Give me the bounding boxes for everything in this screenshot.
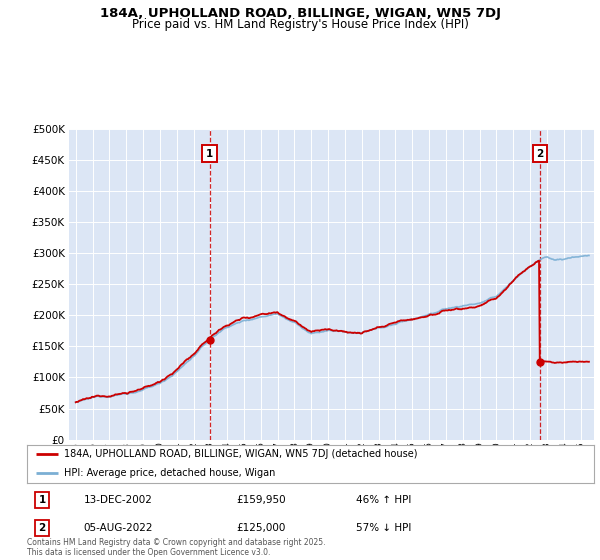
Text: 05-AUG-2022: 05-AUG-2022 [84,523,153,533]
Text: £125,000: £125,000 [237,523,286,533]
Text: 13-DEC-2002: 13-DEC-2002 [84,495,152,505]
Text: 1: 1 [38,495,46,505]
Text: 184A, UPHOLLAND ROAD, BILLINGE, WIGAN, WN5 7DJ: 184A, UPHOLLAND ROAD, BILLINGE, WIGAN, W… [100,7,500,20]
Text: Contains HM Land Registry data © Crown copyright and database right 2025.
This d: Contains HM Land Registry data © Crown c… [27,538,325,557]
Text: Price paid vs. HM Land Registry's House Price Index (HPI): Price paid vs. HM Land Registry's House … [131,18,469,31]
Text: £159,950: £159,950 [237,495,286,505]
Text: 57% ↓ HPI: 57% ↓ HPI [356,523,411,533]
Text: 46% ↑ HPI: 46% ↑ HPI [356,495,411,505]
Text: 184A, UPHOLLAND ROAD, BILLINGE, WIGAN, WN5 7DJ (detached house): 184A, UPHOLLAND ROAD, BILLINGE, WIGAN, W… [64,449,418,459]
Text: 2: 2 [38,523,46,533]
Text: 2: 2 [536,148,544,158]
Text: 1: 1 [206,148,213,158]
Text: HPI: Average price, detached house, Wigan: HPI: Average price, detached house, Wiga… [64,468,275,478]
